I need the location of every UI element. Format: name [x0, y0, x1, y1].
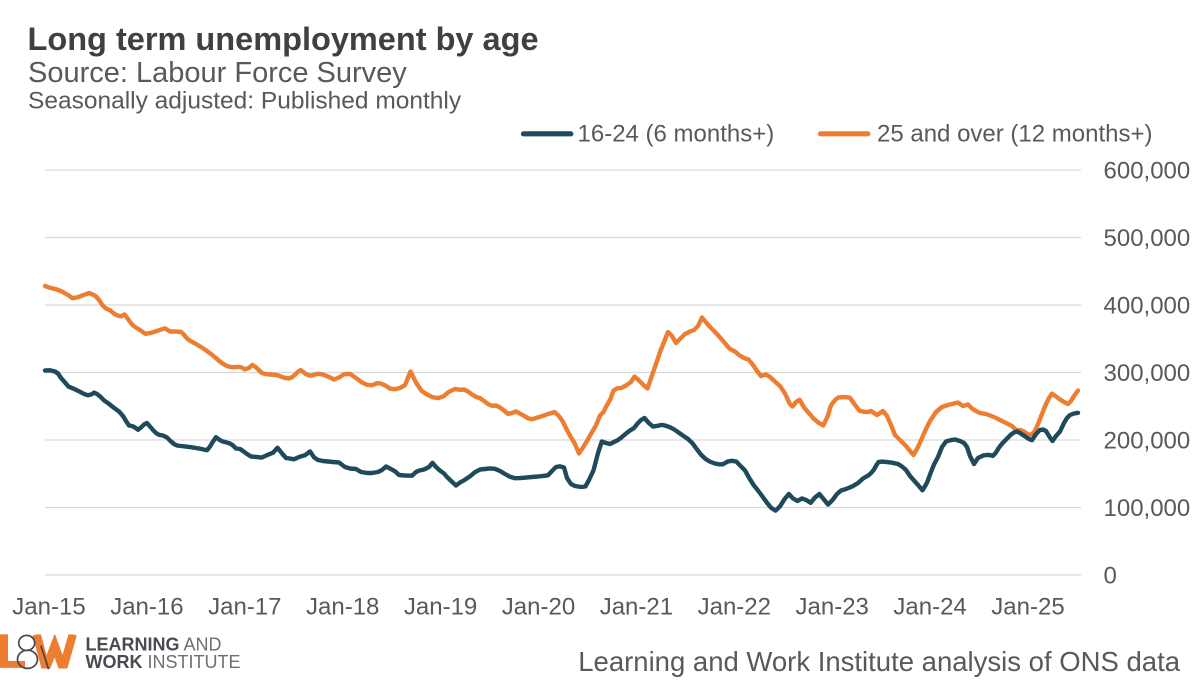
svg-text:400,000: 400,000	[1104, 293, 1191, 320]
svg-text:LEARNING AND: LEARNING AND	[86, 635, 222, 655]
svg-text:Learning and Work Institute an: Learning and Work Institute analysis of …	[578, 646, 1180, 677]
svg-text:Long term unemployment by age: Long term unemployment by age	[28, 21, 539, 57]
svg-text:300,000: 300,000	[1104, 360, 1191, 387]
svg-text:Jan-22: Jan-22	[698, 594, 771, 621]
svg-text:25 and over (12 months+): 25 and over (12 months+)	[877, 121, 1153, 148]
svg-text:Jan-21: Jan-21	[600, 594, 673, 621]
svg-text:16-24 (6 months+): 16-24 (6 months+)	[578, 121, 775, 148]
svg-text:Jan-24: Jan-24	[893, 594, 966, 621]
svg-text:WORK INSTITUTE: WORK INSTITUTE	[86, 652, 241, 672]
svg-text:Jan-20: Jan-20	[502, 594, 575, 621]
svg-text:Jan-19: Jan-19	[404, 594, 477, 621]
svg-text:500,000: 500,000	[1104, 225, 1191, 252]
svg-text:Seasonally adjusted: Published: Seasonally adjusted: Published monthly	[28, 88, 462, 115]
svg-text:Jan-25: Jan-25	[991, 594, 1064, 621]
svg-text:Jan-15: Jan-15	[12, 594, 85, 621]
svg-text:100,000: 100,000	[1104, 495, 1191, 522]
svg-text:Jan-16: Jan-16	[110, 594, 183, 621]
svg-text:200,000: 200,000	[1104, 428, 1191, 455]
svg-text:Jan-18: Jan-18	[306, 594, 379, 621]
svg-text:Jan-17: Jan-17	[208, 594, 281, 621]
svg-text:0: 0	[1104, 563, 1117, 590]
svg-text:Source: Labour Force Survey: Source: Labour Force Survey	[28, 57, 407, 89]
svg-text:600,000: 600,000	[1104, 158, 1191, 185]
svg-text:Jan-23: Jan-23	[796, 594, 869, 621]
